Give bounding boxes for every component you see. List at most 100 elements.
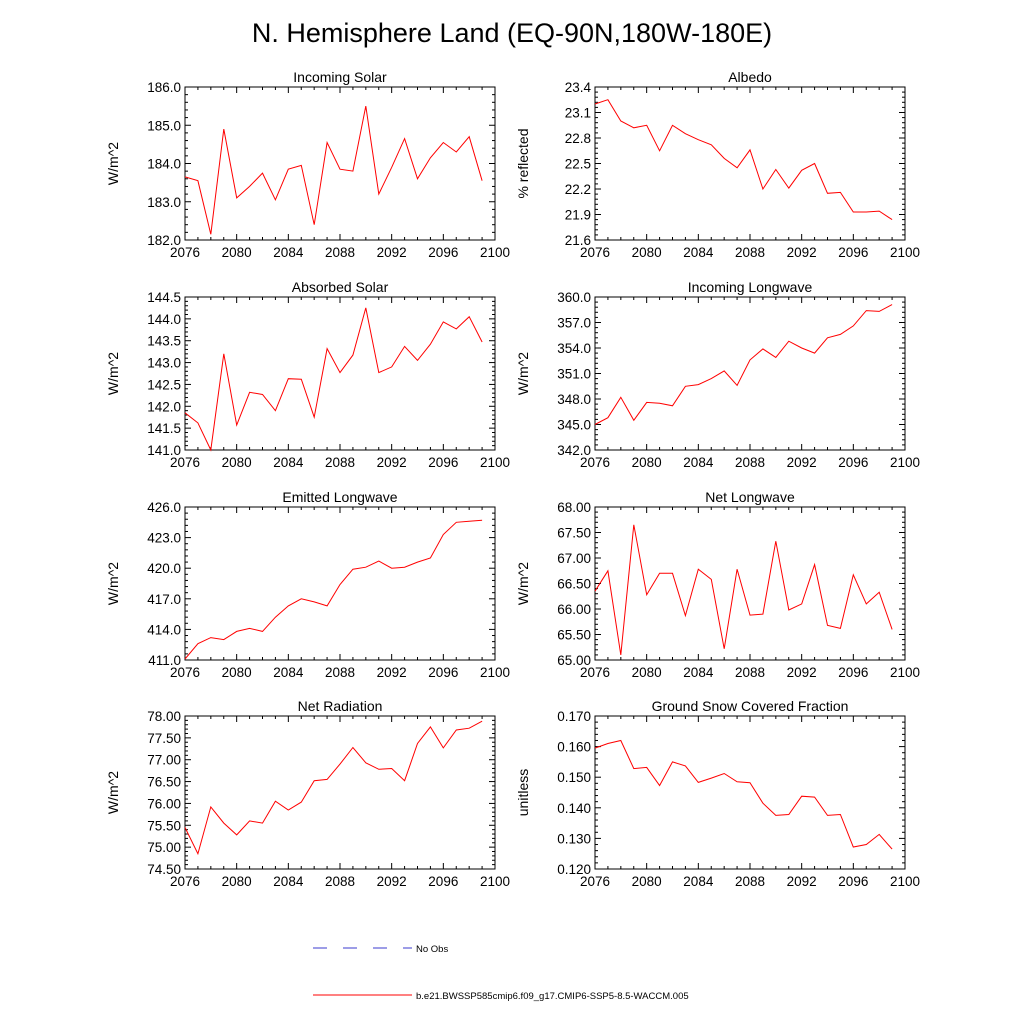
x-tick-label: 2096 xyxy=(428,245,458,260)
y-axis-label: W/m^2 xyxy=(105,771,121,814)
x-tick-label: 2076 xyxy=(580,874,610,889)
series-line xyxy=(594,99,893,221)
y-tick-label: 75.00 xyxy=(147,840,181,855)
x-tick-label: 2076 xyxy=(170,665,200,680)
x-tick-label: 2096 xyxy=(838,874,868,889)
y-tick-label: 342.0 xyxy=(557,443,591,458)
x-tick-label: 2096 xyxy=(838,665,868,680)
net-longwave-panel: Net Longwave W/m^2 2076 2080 2084 2088 2092 209… xyxy=(515,489,920,680)
series-line xyxy=(594,739,893,850)
y-tick-label: 414.0 xyxy=(147,622,181,637)
y-tick-label: 420.0 xyxy=(147,561,181,576)
y-tick-label: 143.0 xyxy=(147,356,181,371)
y-tick-label: 75.50 xyxy=(147,818,181,833)
series-line xyxy=(594,524,893,655)
y-axis-label: W/m^2 xyxy=(105,352,121,395)
y-tick-label: 411.0 xyxy=(148,653,181,668)
x-tick-label: 2096 xyxy=(428,455,458,470)
y-axis-label: unitless xyxy=(515,769,531,816)
x-tick-label: 2092 xyxy=(377,455,407,470)
series-line xyxy=(184,106,483,235)
y-axis-label: W/m^2 xyxy=(105,142,121,185)
y-tick-label: 21.6 xyxy=(565,233,591,248)
panel-title: Incoming Longwave xyxy=(688,279,813,295)
x-tick-label: 2080 xyxy=(632,455,662,470)
x-tick-label: 2076 xyxy=(170,874,200,889)
x-tick-label: 2088 xyxy=(325,665,355,680)
y-tick-label: 185.0 xyxy=(147,118,181,133)
y-tick-label: 354.0 xyxy=(557,341,591,356)
legend: No Obs b.e21.BWSSP585cmip6.f09_g17.CMIP6… xyxy=(313,944,689,1002)
x-tick-label: 2084 xyxy=(683,245,714,260)
y-axis-label: W/m^2 xyxy=(515,352,531,395)
y-tick-label: 141.5 xyxy=(147,421,181,436)
y-tick-label: 0.130 xyxy=(557,831,591,846)
panel-title: Absorbed Solar xyxy=(292,279,389,295)
y-tick-label: 65.00 xyxy=(557,653,591,668)
y-tick-label: 0.150 xyxy=(557,770,591,785)
x-tick-label: 2088 xyxy=(325,455,355,470)
y-axis-label: W/m^2 xyxy=(105,562,121,605)
x-tick-label: 2100 xyxy=(480,455,510,470)
x-tick-label: 2084 xyxy=(273,455,304,470)
y-axis-label: % reflected xyxy=(515,128,531,198)
legend-obs-label: No Obs xyxy=(416,944,448,955)
x-tick-label: 2092 xyxy=(787,874,817,889)
x-tick-label: 2084 xyxy=(273,245,304,260)
y-tick-label: 67.00 xyxy=(557,551,591,566)
panel-title: Albedo xyxy=(728,69,772,85)
y-tick-label: 144.0 xyxy=(147,312,181,327)
y-tick-label: 144.5 xyxy=(147,290,181,305)
y-tick-label: 0.160 xyxy=(557,740,591,755)
y-tick-label: 21.9 xyxy=(565,208,591,223)
y-tick-label: 360.0 xyxy=(557,290,591,305)
x-tick-label: 2088 xyxy=(735,245,765,260)
x-tick-label: 2100 xyxy=(890,455,920,470)
y-tick-label: 76.50 xyxy=(147,775,181,790)
x-tick-label: 2084 xyxy=(683,874,714,889)
y-tick-label: 0.120 xyxy=(557,862,591,877)
x-tick-label: 2092 xyxy=(377,665,407,680)
series-line xyxy=(184,307,483,452)
y-tick-label: 68.00 xyxy=(557,500,591,515)
plot-frame xyxy=(184,86,496,241)
y-tick-label: 77.50 xyxy=(147,731,181,746)
y-tick-label: 76.00 xyxy=(147,796,181,811)
x-tick-label: 2080 xyxy=(632,245,662,260)
x-tick-label: 2100 xyxy=(890,665,920,680)
y-tick-label: 67.50 xyxy=(557,526,591,541)
series-line xyxy=(184,720,483,856)
x-tick-label: 2084 xyxy=(683,455,714,470)
x-tick-label: 2092 xyxy=(787,455,817,470)
x-tick-label: 2100 xyxy=(480,874,510,889)
emitted-longwave-panel: Emitted Longwave W/m^2 2076 2080 2084 2088 209… xyxy=(105,489,510,680)
y-tick-label: 143.5 xyxy=(147,334,181,349)
y-tick-label: 351.0 xyxy=(557,367,591,382)
incoming-longwave-panel: Incoming Longwave W/m^2 2076 2080 2084 2088 20… xyxy=(515,279,920,470)
y-tick-label: 23.4 xyxy=(565,80,592,95)
x-tick-label: 2092 xyxy=(787,245,817,260)
x-tick-label: 2088 xyxy=(325,245,355,260)
y-tick-label: 22.5 xyxy=(565,157,591,172)
y-tick-label: 345.0 xyxy=(557,418,591,433)
plot-frame xyxy=(594,506,906,661)
x-tick-label: 2080 xyxy=(222,874,252,889)
y-tick-label: 74.50 xyxy=(147,862,181,877)
y-tick-label: 65.50 xyxy=(557,628,591,643)
series-line xyxy=(184,519,483,660)
x-tick-label: 2084 xyxy=(273,874,304,889)
x-tick-label: 2080 xyxy=(222,665,252,680)
chart-panels: Incoming Solar W/m^2 2076 2080 2084 2088 2092 2… xyxy=(105,69,920,889)
x-tick-label: 2100 xyxy=(480,665,510,680)
y-tick-label: 186.0 xyxy=(147,80,181,95)
x-tick-label: 2084 xyxy=(273,665,304,680)
y-tick-label: 0.140 xyxy=(557,801,591,816)
x-tick-label: 2080 xyxy=(222,455,252,470)
x-tick-label: 2080 xyxy=(222,245,252,260)
x-tick-label: 2076 xyxy=(170,455,200,470)
y-tick-label: 142.5 xyxy=(147,377,181,392)
x-tick-label: 2076 xyxy=(580,665,610,680)
x-tick-label: 2076 xyxy=(170,245,200,260)
y-tick-label: 66.50 xyxy=(557,577,591,592)
